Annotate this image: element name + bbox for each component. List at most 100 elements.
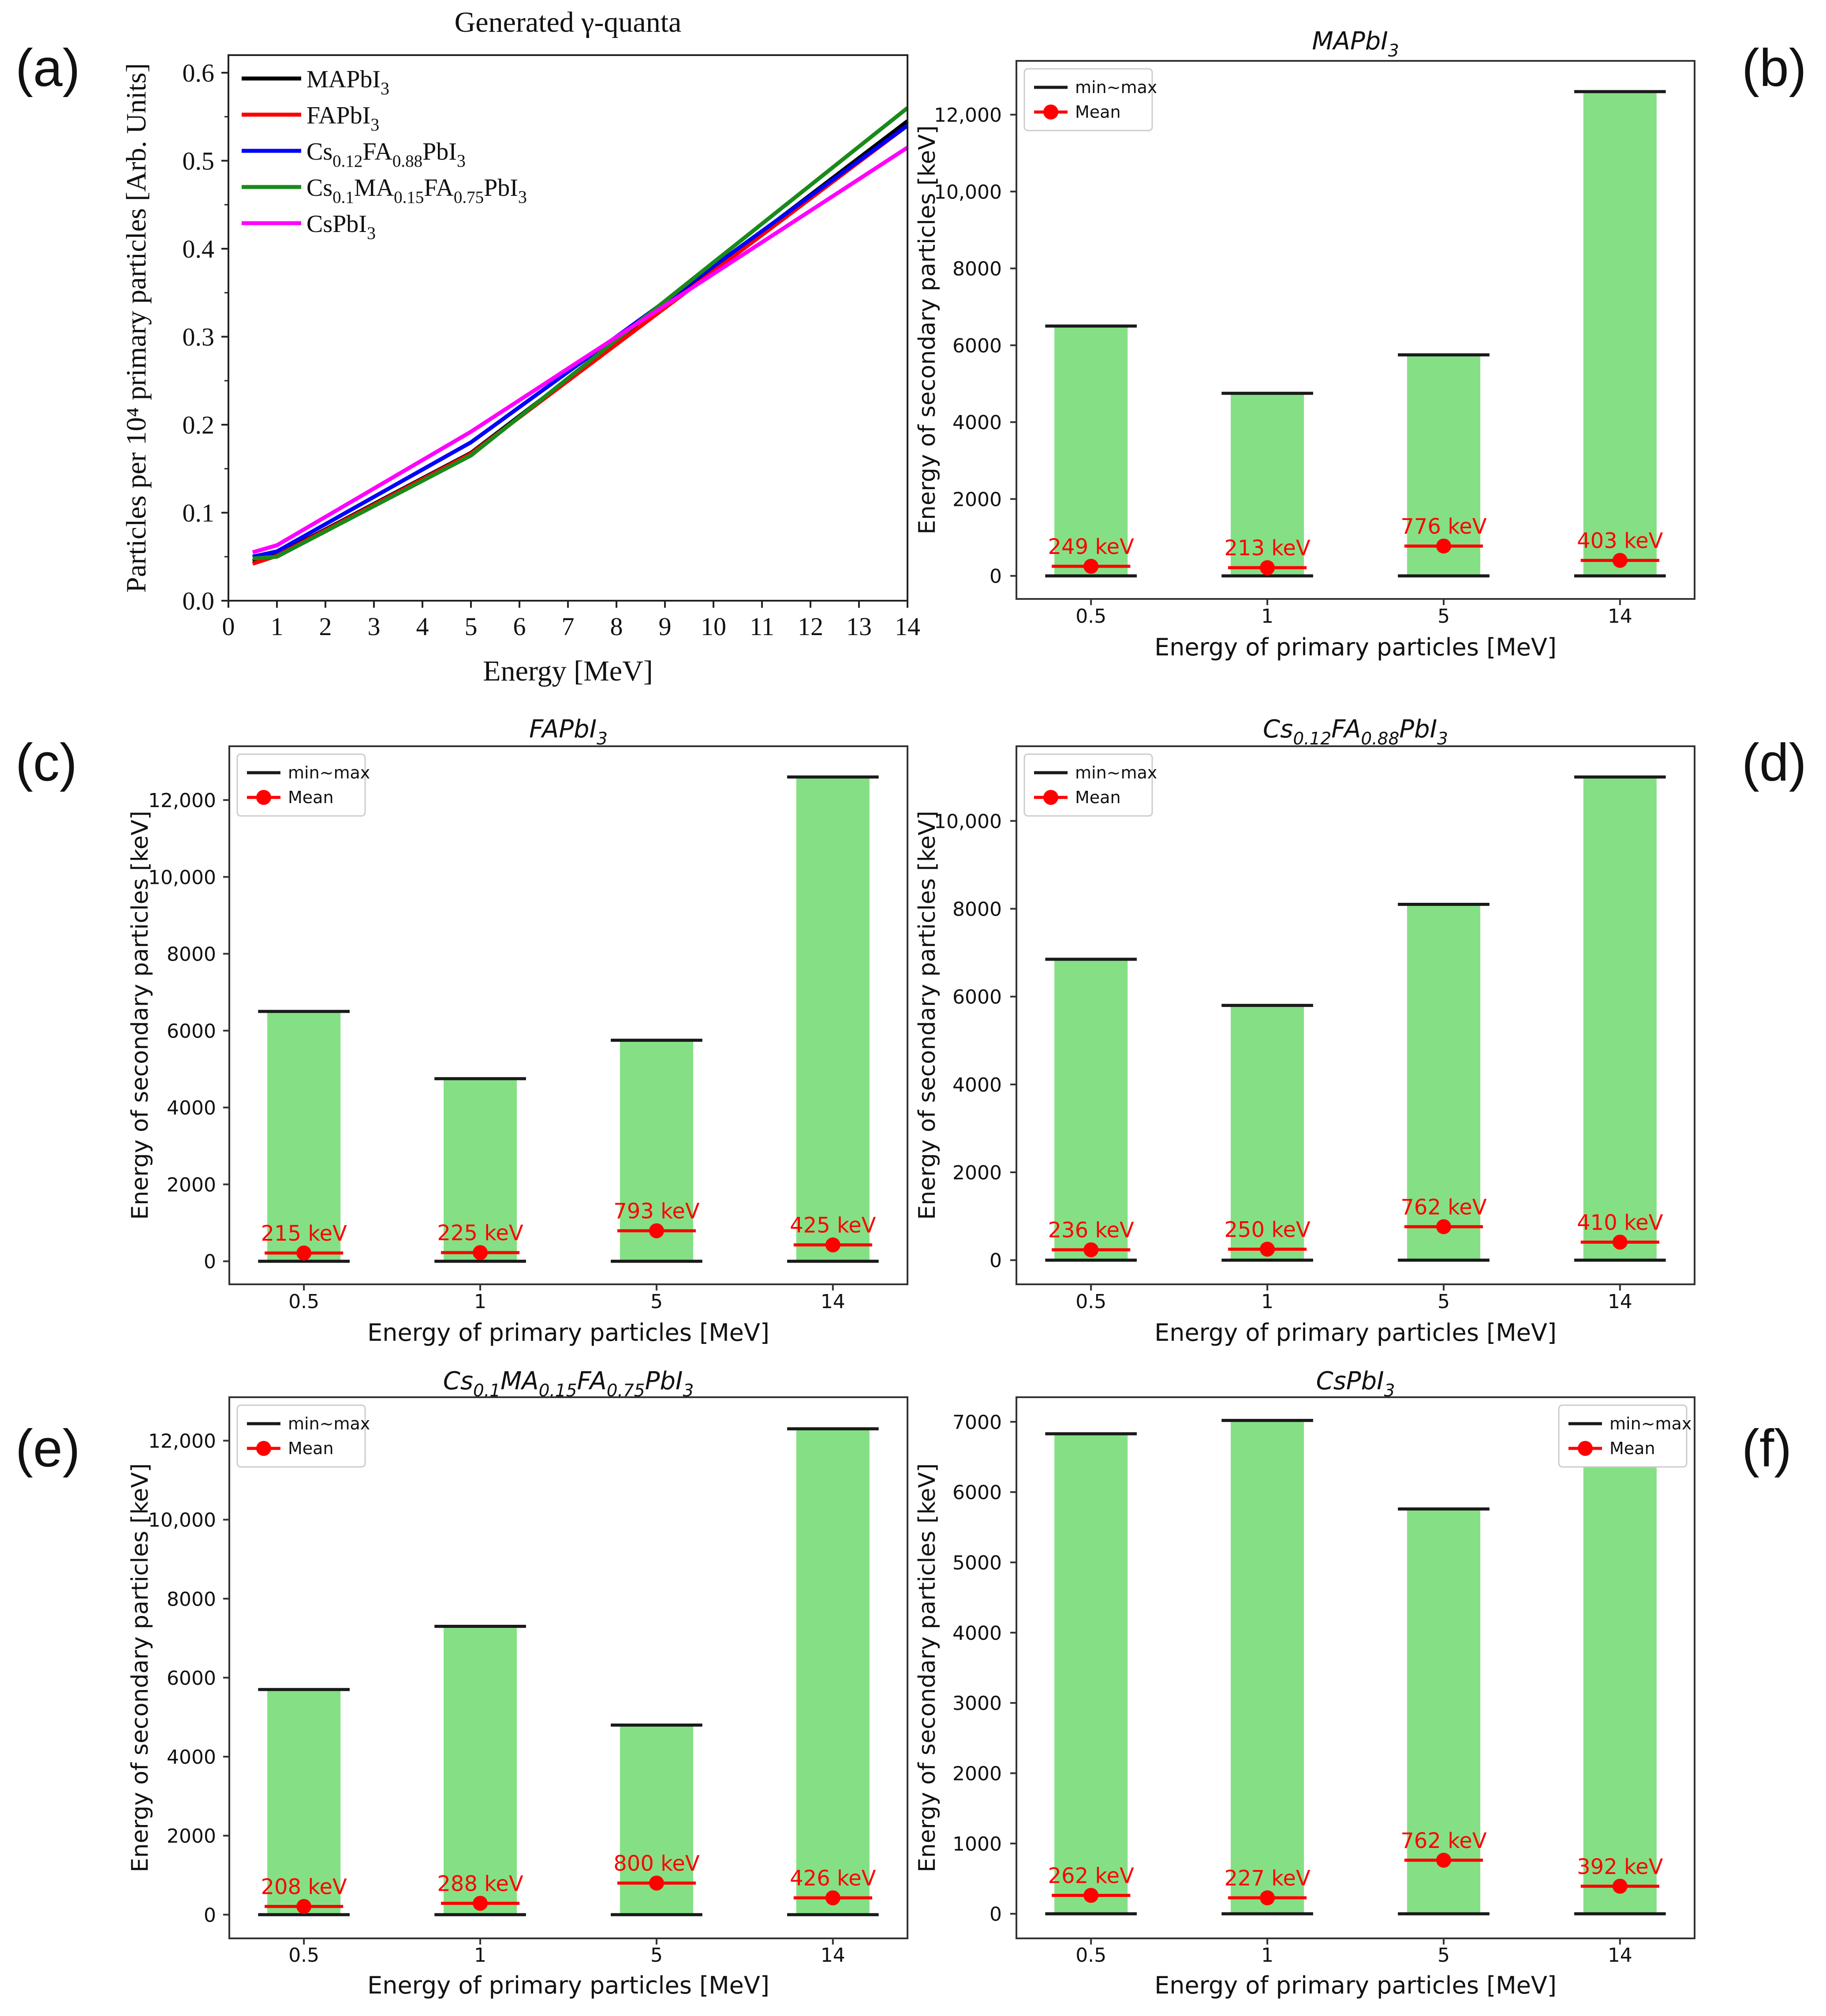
mean-marker	[1612, 1878, 1628, 1894]
y-axis-label: Energy of secondary particles [keV]	[914, 125, 941, 534]
y-tick-label: 1000	[952, 1833, 1002, 1855]
mean-label: 250 keV	[1224, 1217, 1310, 1242]
series-line-CsPbI3	[252, 146, 909, 554]
x-tick-label: 0.5	[1075, 1944, 1106, 1967]
y-tick-label: 4000	[952, 411, 1002, 434]
y-tick-label: 6000	[167, 1020, 216, 1043]
panel-label-c: (c)	[15, 733, 77, 792]
range-bar	[1231, 393, 1304, 576]
y-tick-label: 6000	[952, 335, 1002, 357]
legend-label-mean: Mean	[288, 788, 334, 807]
y-tick-label: 0	[990, 1903, 1002, 1926]
chart-title: CsPbI3	[1316, 1367, 1395, 1401]
y-tick-label: 8000	[167, 943, 216, 966]
x-tick-label-a: 1	[271, 612, 284, 641]
x-tick-label: 14	[1608, 1944, 1632, 1967]
plot-frame	[1016, 745, 1695, 1285]
mean-label: 776 keV	[1400, 514, 1486, 539]
plot-frame-a	[228, 54, 908, 602]
mean-label: 236 keV	[1048, 1218, 1134, 1243]
legend-marker-mean	[256, 1441, 271, 1456]
y-tick-label: 4000	[952, 1622, 1002, 1645]
subscript: 0.12	[332, 152, 362, 171]
range-bar	[1054, 1433, 1128, 1914]
legend-label-mean: Mean	[1075, 788, 1121, 807]
mean-marker	[1436, 1852, 1451, 1868]
legend-label-mean: Mean	[1609, 1439, 1655, 1458]
subscript: 0.88	[392, 152, 422, 171]
mean-marker	[1436, 1219, 1451, 1234]
range-bar	[1407, 904, 1480, 1260]
formula-part: FA	[1331, 715, 1361, 744]
y-tick-label-a: 0.6	[183, 59, 215, 87]
x-tick-label: 0.5	[1075, 1290, 1106, 1313]
x-tick-label-a: 9	[659, 612, 672, 641]
panel-label-d: (d)	[1742, 733, 1807, 792]
y-tick-label: 8000	[952, 898, 1002, 920]
x-tick-label: 14	[1608, 605, 1632, 628]
legend-label-Cs0.1MA0.15FA0.75PbI3: Cs0.1MA0.15FA0.75PbI3	[306, 174, 527, 207]
y-tick-label: 6000	[952, 986, 1002, 1009]
x-tick-label-a: 14	[895, 612, 920, 641]
x-tick-label: 14	[1608, 1290, 1632, 1313]
x-axis-label-a: Energy [MeV]	[483, 655, 653, 687]
mean-label: 403 keV	[1577, 529, 1663, 554]
subscript: 3	[370, 115, 379, 135]
x-tick-label-a: 8	[610, 612, 623, 641]
legend-label-Cs0.12FA0.88PbI3: Cs0.12FA0.88PbI3	[306, 138, 466, 171]
x-tick-label-a: 2	[319, 612, 332, 641]
range-bar	[1407, 1509, 1480, 1914]
x-tick-label: 1	[1261, 1944, 1273, 1967]
y-axis-label: Energy of secondary particles [keV]	[914, 811, 941, 1219]
y-tick-label: 2000	[952, 488, 1002, 511]
x-tick-label: 5	[650, 1944, 663, 1967]
y-tick-label: 5000	[952, 1552, 1002, 1574]
x-tick-label: 14	[821, 1944, 845, 1967]
mean-marker	[1083, 1888, 1099, 1903]
range-bar	[1054, 326, 1128, 576]
range-bar	[1583, 91, 1657, 576]
range-bar	[1583, 1459, 1657, 1914]
mean-label: 392 keV	[1577, 1855, 1663, 1879]
mean-label: 215 keV	[261, 1221, 347, 1246]
plot-frame	[1016, 1396, 1695, 1939]
y-tick-label: 2000	[167, 1825, 216, 1848]
mean-marker	[1260, 1890, 1275, 1906]
mean-label: 213 keV	[1224, 536, 1310, 561]
mean-marker	[1436, 539, 1451, 554]
y-axis-label: Energy of secondary particles [keV]	[914, 1463, 941, 1872]
bar-chart-d: Cs0.12FA0.88PbI3 236 keV 0.5 250 keV 1 762 ke…	[914, 715, 1695, 1346]
x-tick-label-a: 13	[846, 612, 872, 641]
legend-marker-mean	[1578, 1441, 1593, 1456]
y-tick-label: 6000	[952, 1481, 1002, 1504]
formula-part: Cs	[443, 1367, 473, 1395]
legend-marker-mean	[256, 790, 271, 805]
formula-part: CsPbI	[306, 210, 367, 238]
mean-label: 410 keV	[1577, 1210, 1663, 1235]
y-tick-label: 2000	[167, 1174, 216, 1196]
legend-marker-mean	[1043, 790, 1058, 805]
panel-label-a: (a)	[15, 38, 80, 97]
formula-part: MA	[500, 1367, 539, 1395]
x-tick-label: 14	[821, 1290, 845, 1313]
y-axis-label-a: Particles per 10⁴ primary particles [Arb…	[120, 63, 152, 593]
x-tick-label-a: 10	[701, 612, 726, 641]
y-axis-label: Energy of secondary particles [keV]	[127, 1463, 153, 1872]
legend-label-minmax: min~max	[1075, 78, 1157, 97]
formula-part: MAPbI	[306, 66, 381, 93]
y-tick-label: 10,000	[934, 181, 1002, 203]
formula-part: FA	[362, 138, 392, 165]
range-bar	[1054, 959, 1128, 1260]
formula-part: Cs	[306, 138, 332, 165]
y-tick-label: 7000	[952, 1411, 1002, 1434]
mean-marker	[1612, 1234, 1628, 1250]
mean-marker	[649, 1223, 664, 1238]
mean-label: 425 keV	[790, 1213, 876, 1238]
plot-frame	[228, 745, 908, 1285]
mean-marker	[825, 1890, 840, 1906]
chart-title: Cs0.1MA0.15FA0.75PbI3	[443, 1367, 694, 1401]
x-tick-label-a: 3	[368, 612, 381, 641]
chart-title-a: Generated γ-quanta	[455, 6, 682, 38]
